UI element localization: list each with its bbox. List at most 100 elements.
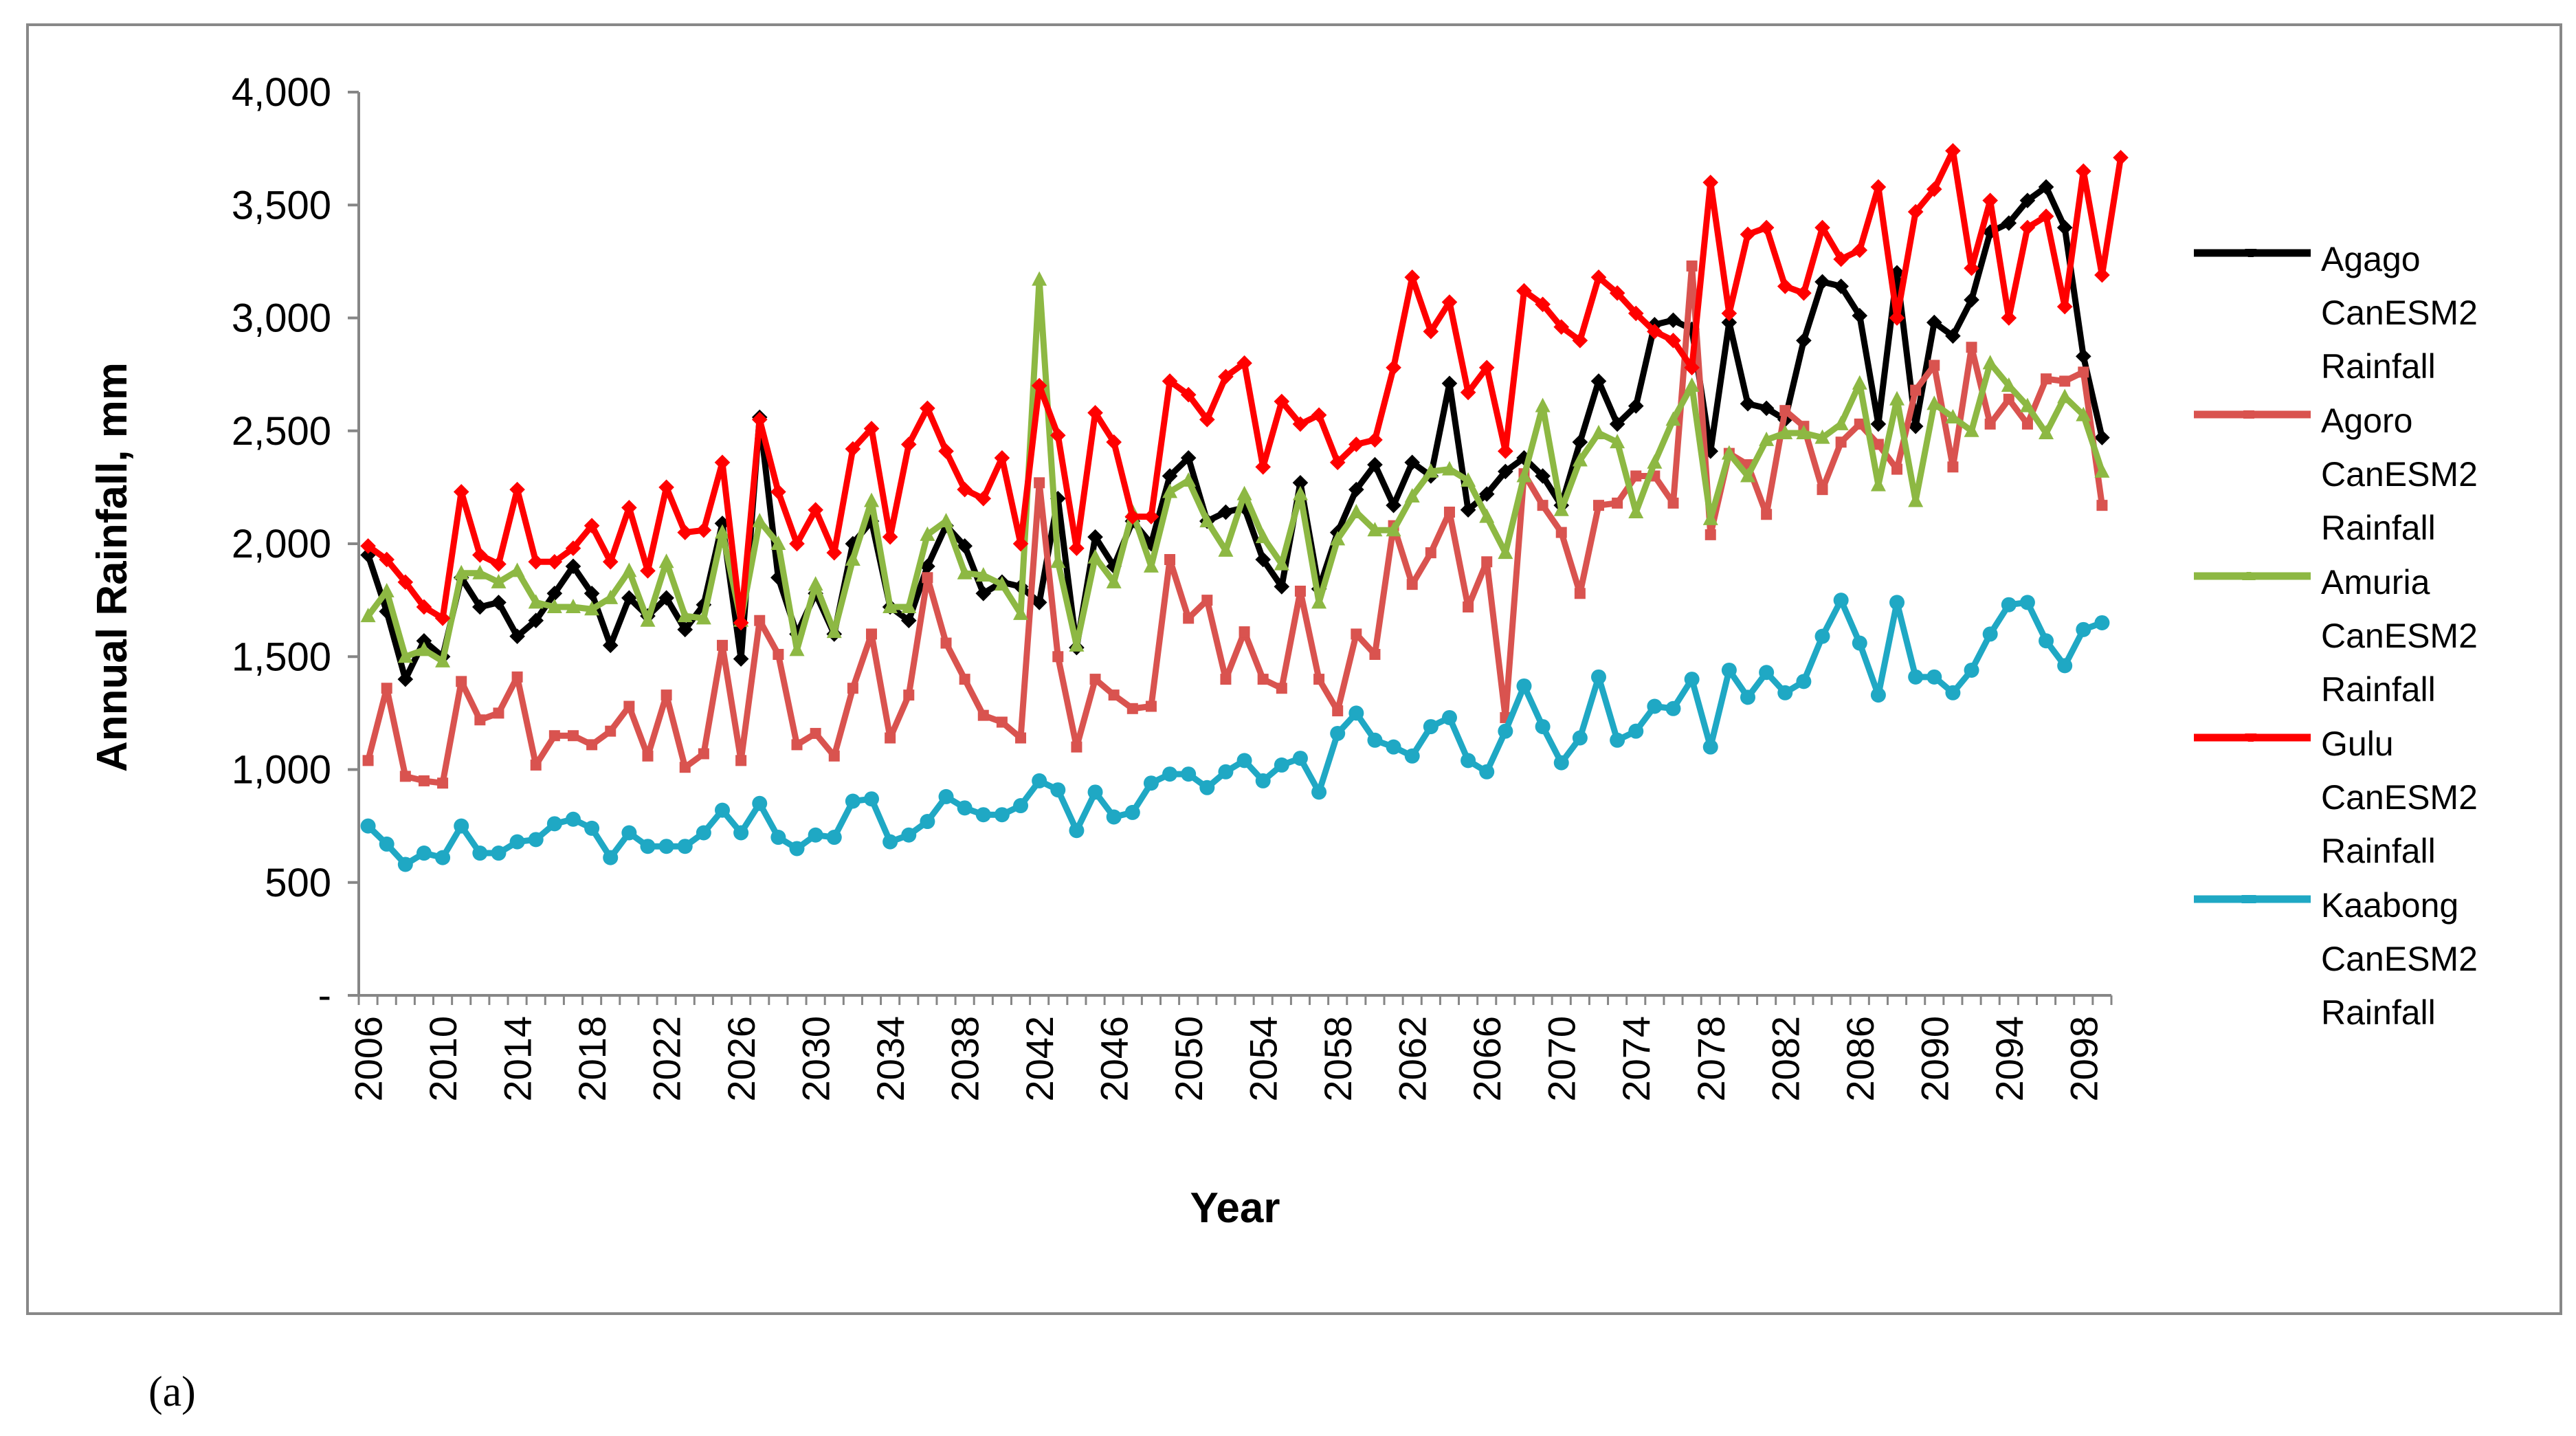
data-point-kaabong bbox=[957, 800, 973, 816]
data-point-kaabong bbox=[1255, 773, 1271, 788]
data-point-gulu bbox=[2001, 310, 2017, 326]
data-point-agago bbox=[509, 628, 525, 644]
data-point-gulu bbox=[1796, 285, 1812, 301]
x-tick-label: 2042 bbox=[1018, 1016, 1061, 1102]
data-point-amuria bbox=[864, 492, 880, 507]
data-point-amuria bbox=[2001, 377, 2017, 393]
data-point-agago bbox=[602, 637, 619, 654]
data-point-agoro bbox=[996, 716, 1008, 728]
data-point-agoro bbox=[828, 750, 840, 762]
data-point-agoro bbox=[1630, 470, 1642, 482]
data-point-amuria bbox=[1889, 390, 1905, 406]
data-point-amuria bbox=[1553, 501, 1569, 516]
data-point-agoro bbox=[1817, 484, 1828, 496]
data-point-agoro bbox=[1667, 497, 1679, 509]
data-point-agago bbox=[1367, 456, 1383, 473]
y-tick-label: - bbox=[318, 973, 331, 1018]
x-tick-label: 2050 bbox=[1167, 1016, 1210, 1102]
data-point-gulu bbox=[1498, 443, 1513, 459]
data-point-agago bbox=[2075, 349, 2091, 364]
data-point-agago bbox=[1852, 307, 1868, 324]
y-tick-label: 2,500 bbox=[232, 409, 331, 454]
x-tick-label: 2098 bbox=[2062, 1016, 2105, 1102]
data-point-gulu bbox=[1926, 181, 1942, 197]
data-point-amuria bbox=[1106, 573, 1122, 588]
data-point-gulu bbox=[1143, 509, 1159, 524]
legend-item-agago: Agago CanESM2 Rainfall bbox=[2194, 232, 2576, 394]
data-point-gulu bbox=[1180, 386, 1197, 403]
data-point-amuria bbox=[1218, 542, 1234, 557]
data-point-kaabong bbox=[1367, 732, 1383, 748]
data-point-kaabong bbox=[1032, 773, 1047, 788]
data-point-agago bbox=[957, 538, 973, 554]
data-point-amuria bbox=[1274, 555, 1289, 571]
data-point-agoro bbox=[2078, 366, 2089, 378]
data-point-amuria bbox=[509, 562, 525, 577]
data-point-gulu bbox=[900, 437, 917, 452]
y-tick-label: 3,500 bbox=[232, 183, 331, 228]
data-point-kaabong bbox=[1069, 823, 1085, 839]
data-point-agoro bbox=[810, 727, 821, 739]
data-point-gulu bbox=[1702, 175, 1719, 190]
legend-item-gulu: Gulu CanESM2 Rainfall bbox=[2194, 717, 2576, 879]
x-tick-label: 2066 bbox=[1465, 1016, 1509, 1102]
legend: Agago CanESM2 Rainfall Agoro CanESM2 Rai… bbox=[2194, 232, 2576, 1040]
data-point-agoro bbox=[1351, 628, 1362, 640]
data-point-kaabong bbox=[1311, 784, 1327, 800]
legend-swatch-agoro bbox=[2194, 410, 2311, 419]
data-point-amuria bbox=[397, 648, 413, 663]
data-point-agago bbox=[2038, 179, 2054, 195]
data-point-agoro bbox=[586, 739, 598, 751]
data-point-amuria bbox=[379, 582, 395, 597]
data-point-kaabong bbox=[1013, 798, 1029, 814]
data-point-kaabong bbox=[1461, 753, 1476, 769]
data-point-agago bbox=[1292, 474, 1309, 491]
data-point-agoro bbox=[922, 572, 933, 584]
legend-swatch-kaabong bbox=[2194, 895, 2311, 903]
legend-label-agoro: Agoro CanESM2 Rainfall bbox=[2321, 401, 2478, 547]
legend-swatch-gulu bbox=[2194, 733, 2311, 742]
data-point-amuria bbox=[1087, 549, 1103, 564]
data-point-kaabong bbox=[1908, 669, 1924, 685]
data-point-agoro bbox=[1145, 700, 1157, 712]
data-point-gulu bbox=[882, 529, 898, 545]
data-point-agago bbox=[472, 599, 488, 615]
data-point-agoro bbox=[1183, 612, 1195, 624]
data-point-amuria bbox=[1255, 529, 1271, 544]
data-point-gulu bbox=[789, 535, 805, 552]
data-point-kaabong bbox=[1964, 662, 1979, 678]
data-point-amuria bbox=[491, 573, 507, 588]
data-point-agoro bbox=[735, 755, 747, 766]
series-line-agoro bbox=[365, 263, 2105, 786]
data-point-gulu bbox=[1292, 416, 1309, 432]
data-point-agoro bbox=[1220, 674, 1232, 685]
data-point-agoro bbox=[1929, 360, 1940, 371]
data-point-agago bbox=[1796, 333, 1812, 349]
data-point-agoro bbox=[2059, 375, 2071, 387]
x-tick-label: 2022 bbox=[645, 1016, 689, 1102]
data-point-gulu bbox=[1628, 305, 1644, 322]
data-point-amuria bbox=[901, 598, 917, 613]
data-point-gulu bbox=[1012, 535, 1029, 552]
data-point-agago bbox=[1926, 314, 1942, 331]
data-point-gulu bbox=[2113, 149, 2129, 166]
data-point-gulu bbox=[1329, 454, 1346, 471]
data-point-agoro bbox=[2003, 393, 2014, 405]
data-point-amuria bbox=[1348, 504, 1364, 519]
data-point-agoro bbox=[1854, 418, 1865, 430]
data-point-kaabong bbox=[826, 830, 842, 846]
data-point-gulu bbox=[1535, 296, 1551, 313]
data-point-agoro bbox=[903, 689, 915, 701]
data-point-agoro bbox=[959, 674, 970, 685]
data-point-agago bbox=[900, 612, 917, 629]
data-point-kaabong bbox=[360, 818, 376, 834]
y-tick-label: 1,500 bbox=[232, 634, 331, 679]
data-point-amuria bbox=[1516, 467, 1532, 483]
data-point-agoro bbox=[1425, 547, 1436, 559]
data-point-kaabong bbox=[1665, 700, 1681, 716]
data-point-amuria bbox=[808, 576, 823, 591]
data-point-amuria bbox=[621, 562, 637, 577]
data-point-agoro bbox=[1872, 439, 1884, 450]
data-point-gulu bbox=[1460, 384, 1476, 401]
data-point-agoro bbox=[642, 750, 654, 762]
